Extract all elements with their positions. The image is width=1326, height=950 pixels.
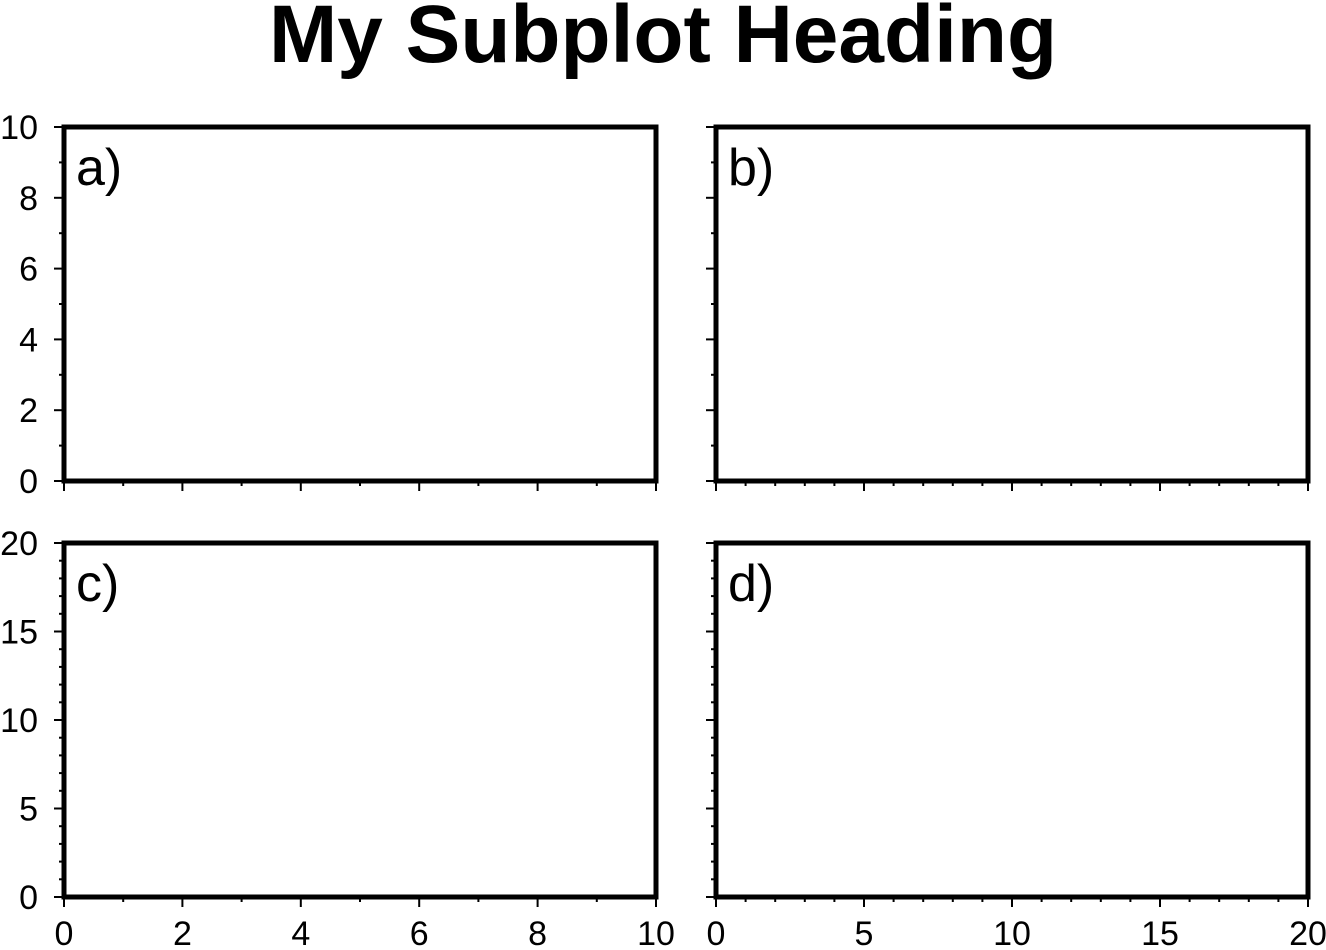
subplot-panel-a: 0 2 4 6 8 10 a) (0, 109, 659, 501)
y-tick-label: 10 (0, 109, 38, 147)
x-tick-label: 15 (1141, 915, 1179, 950)
y-tick-label: 0 (19, 463, 38, 501)
x-tick-label: 10 (637, 915, 675, 950)
y-tick-label: 0 (19, 879, 38, 917)
x-tick-label: 20 (1289, 915, 1326, 950)
subplot-panel-c: 0 2 4 6 8 10 0 5 10 15 20 c) (0, 525, 675, 950)
x-tick-label: 8 (528, 915, 547, 950)
y-tick-label: 2 (19, 392, 38, 430)
x-tick-label: 5 (855, 915, 874, 950)
y-tick-label: 4 (19, 321, 38, 359)
x-tick-label: 2 (173, 915, 192, 950)
figure-heading: My Subplot Heading (268, 0, 1058, 80)
y-tick-label: 15 (0, 614, 38, 652)
y-tick-label: 10 (0, 702, 38, 740)
x-tick-label: 0 (707, 915, 726, 950)
panel-tag: a) (76, 139, 122, 197)
y-tick-label: 6 (19, 251, 38, 289)
y-tick-label: 5 (19, 791, 38, 829)
x-tick-label: 6 (410, 915, 429, 950)
x-tick-label: 10 (993, 915, 1031, 950)
x-tick-label: 4 (291, 915, 310, 950)
subplot-panel-b: b) (706, 124, 1311, 491)
panel-tag: b) (728, 139, 774, 197)
y-tick-label: 8 (19, 180, 38, 218)
panel-frame (61, 124, 659, 484)
x-tick-label: 0 (55, 915, 74, 950)
subplot-panel-d: 0 5 10 15 20 d) (706, 540, 1326, 950)
panel-frame (713, 124, 1311, 484)
panel-tag: d) (728, 555, 774, 613)
panel-frame (713, 540, 1311, 900)
y-tick-label: 20 (0, 525, 38, 563)
panel-frame (61, 540, 659, 900)
panel-tag: c) (76, 555, 119, 613)
